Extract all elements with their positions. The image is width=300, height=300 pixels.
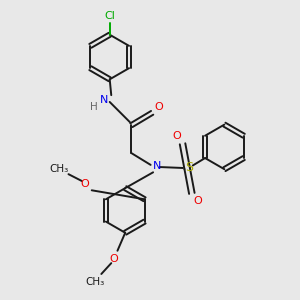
Text: O: O <box>80 179 89 189</box>
Text: S: S <box>185 161 193 175</box>
Text: O: O <box>110 254 118 264</box>
Text: Cl: Cl <box>104 11 115 21</box>
Text: N: N <box>153 161 161 171</box>
Text: H: H <box>90 102 98 112</box>
Text: O: O <box>172 131 181 141</box>
Text: N: N <box>100 95 108 105</box>
Text: CH₃: CH₃ <box>50 164 69 174</box>
Text: O: O <box>154 102 164 112</box>
Text: O: O <box>193 196 202 206</box>
Text: CH₃: CH₃ <box>85 277 105 287</box>
